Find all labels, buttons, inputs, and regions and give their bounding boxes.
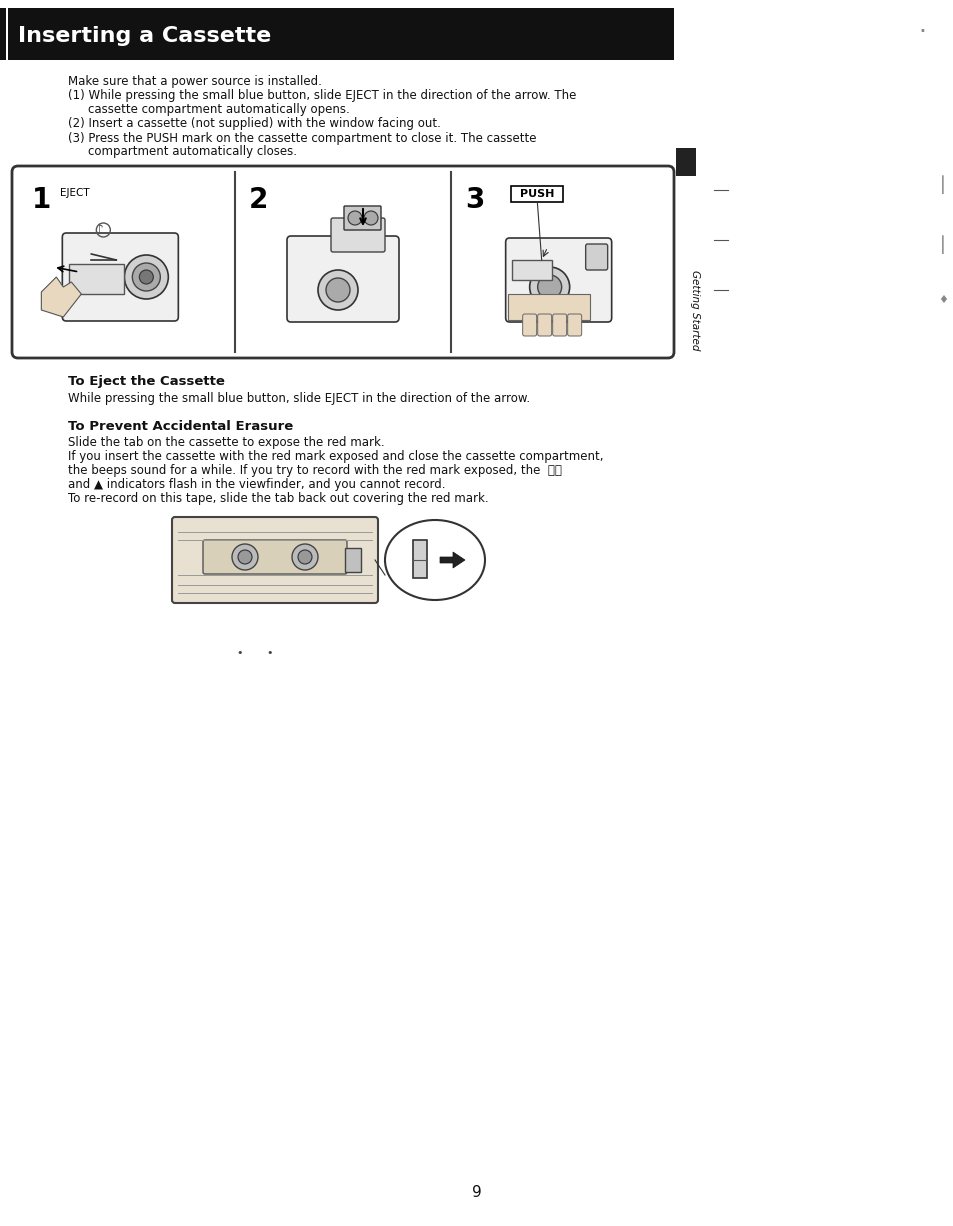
Text: ∣: ∣ xyxy=(937,175,946,194)
Polygon shape xyxy=(41,277,81,318)
Text: While pressing the small blue button, slide EJECT in the direction of the arrow.: While pressing the small blue button, sl… xyxy=(68,392,530,405)
FancyBboxPatch shape xyxy=(585,244,607,270)
Polygon shape xyxy=(439,552,464,568)
Text: Inserting a Cassette: Inserting a Cassette xyxy=(18,26,271,47)
Circle shape xyxy=(292,544,317,570)
FancyBboxPatch shape xyxy=(505,238,611,322)
Text: Slide the tab on the cassette to expose the red mark.: Slide the tab on the cassette to expose … xyxy=(68,436,384,449)
FancyBboxPatch shape xyxy=(287,235,398,322)
Circle shape xyxy=(237,550,252,564)
Text: cassette compartment automatically opens.: cassette compartment automatically opens… xyxy=(88,103,350,116)
Text: 2: 2 xyxy=(249,186,268,215)
Circle shape xyxy=(537,275,561,299)
Text: To re-record on this tape, slide the tab back out covering the red mark.: To re-record on this tape, slide the tab… xyxy=(68,492,488,505)
Text: Getting Started: Getting Started xyxy=(689,270,700,351)
Text: (2) Insert a cassette (not supplied) with the window facing out.: (2) Insert a cassette (not supplied) wit… xyxy=(68,118,440,130)
Bar xyxy=(511,186,562,202)
Bar xyxy=(0,9,6,60)
Bar xyxy=(676,148,696,177)
Text: ♪: ♪ xyxy=(94,223,104,237)
Bar xyxy=(413,539,427,577)
Circle shape xyxy=(297,550,312,564)
Text: Make sure that a power source is installed.: Make sure that a power source is install… xyxy=(68,75,321,88)
Text: PUSH: PUSH xyxy=(519,189,554,199)
Text: ·: · xyxy=(917,20,925,44)
Bar xyxy=(8,9,673,60)
FancyBboxPatch shape xyxy=(537,314,551,336)
Polygon shape xyxy=(507,294,589,320)
Text: EJECT: EJECT xyxy=(60,188,90,199)
Text: •: • xyxy=(267,649,273,658)
Bar xyxy=(511,260,551,280)
Text: compartment automatically closes.: compartment automatically closes. xyxy=(88,146,296,158)
Circle shape xyxy=(529,267,569,306)
FancyBboxPatch shape xyxy=(344,206,380,230)
FancyBboxPatch shape xyxy=(522,314,537,336)
Circle shape xyxy=(317,270,357,310)
FancyBboxPatch shape xyxy=(567,314,581,336)
Text: 3: 3 xyxy=(465,186,484,215)
Text: ∣: ∣ xyxy=(937,235,946,254)
Circle shape xyxy=(326,278,350,302)
Bar xyxy=(345,548,360,573)
FancyBboxPatch shape xyxy=(552,314,566,336)
Text: 1: 1 xyxy=(32,186,51,215)
Circle shape xyxy=(124,255,168,299)
Text: the beeps sound for a while. If you try to record with the red mark exposed, the: the beeps sound for a while. If you try … xyxy=(68,463,561,477)
Text: If you insert the cassette with the red mark exposed and close the cassette comp: If you insert the cassette with the red … xyxy=(68,450,603,463)
Circle shape xyxy=(348,211,361,226)
Text: and ▲ indicators flash in the viewfinder, and you cannot record.: and ▲ indicators flash in the viewfinder… xyxy=(68,478,445,490)
Text: (3) Press the PUSH mark on the cassette compartment to close it. The cassette: (3) Press the PUSH mark on the cassette … xyxy=(68,132,536,145)
FancyBboxPatch shape xyxy=(172,517,377,603)
FancyBboxPatch shape xyxy=(203,539,347,574)
Bar xyxy=(70,264,124,294)
FancyBboxPatch shape xyxy=(12,166,673,358)
Text: To Eject the Cassette: To Eject the Cassette xyxy=(68,375,225,387)
Text: •: • xyxy=(236,649,243,658)
Ellipse shape xyxy=(385,520,484,600)
Text: (1) While pressing the small blue button, slide EJECT in the direction of the ar: (1) While pressing the small blue button… xyxy=(68,89,576,103)
Circle shape xyxy=(139,270,153,284)
FancyBboxPatch shape xyxy=(62,233,178,321)
FancyBboxPatch shape xyxy=(331,218,385,253)
Text: 9: 9 xyxy=(472,1186,481,1200)
Text: To Prevent Accidental Erasure: To Prevent Accidental Erasure xyxy=(68,421,293,433)
Text: ♦: ♦ xyxy=(937,295,947,305)
Circle shape xyxy=(364,211,377,226)
Circle shape xyxy=(132,264,160,291)
Circle shape xyxy=(232,544,257,570)
